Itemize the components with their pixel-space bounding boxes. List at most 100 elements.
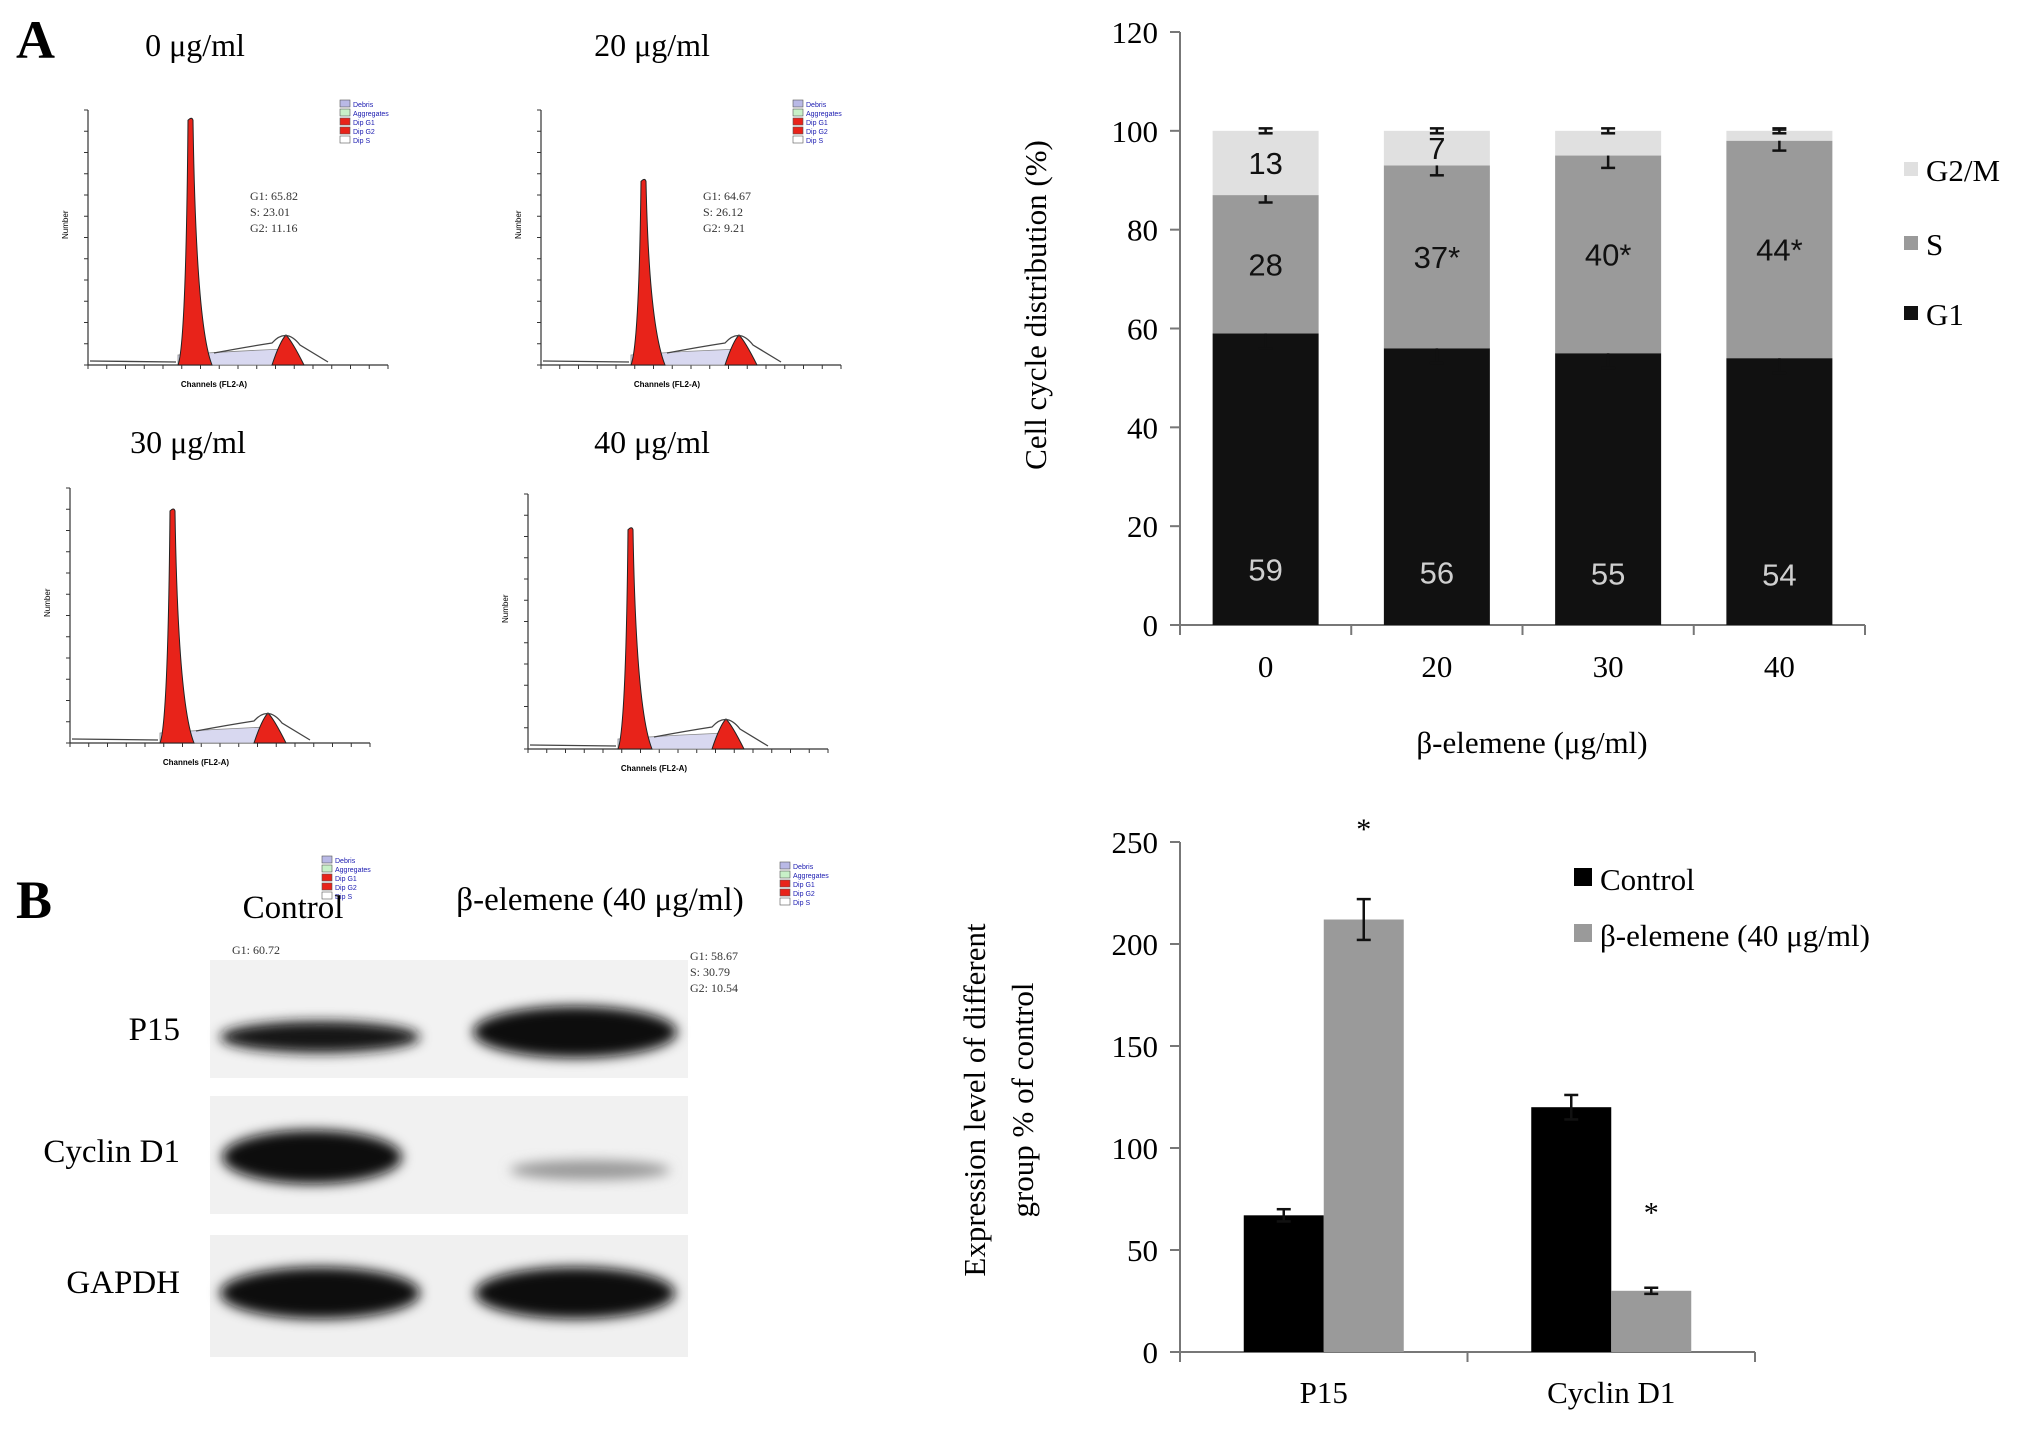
histogram-stat-1-1: S: 26.12 [703, 205, 743, 219]
legend-label-control: Control [1600, 862, 1695, 897]
histogram-legend-label: Dip G1 [353, 120, 375, 127]
histogram-panel-0: 0 μg/ml Channels (FL2-A) Number Debris Aggre… [61, 27, 389, 389]
chart1-data-label: 56 [1420, 555, 1454, 590]
histogram-legend-label: Aggregates [353, 111, 389, 118]
histogram-legend-label: Debris [353, 102, 374, 109]
chart2-bar-control-P15 [1243, 1215, 1324, 1352]
histogram-legend-label: Dip G2 [353, 129, 375, 136]
chart2-y-tick-label: 100 [1112, 1131, 1159, 1166]
chart2-bar-control-Cyclin D1 [1531, 1107, 1612, 1352]
cell-cycle-chart: Cell cycle distribution (%) β-elemene (μ… [1018, 15, 2000, 760]
histogram-legend-swatch [792, 135, 804, 144]
legend-label-elemene: β-elemene (40 μg/ml) [1600, 918, 1870, 953]
histogram-legend-label: Aggregates [793, 873, 829, 880]
histogram-legend-label: Dip S [806, 138, 823, 145]
histogram-legend-swatch [321, 891, 333, 900]
histogram-legend-swatch [339, 108, 351, 117]
chart1-y-tick-label: 20 [1127, 509, 1158, 544]
histogram-fit-line-2 [71, 712, 311, 741]
chart1-data-label: 54 [1762, 557, 1796, 592]
histogram-legend-swatch [779, 888, 791, 897]
histogram-legend-label: Dip S [353, 138, 370, 145]
histogram-stat-0-0: G1: 65.82 [250, 189, 298, 203]
histogram-title-0: 0 μg/ml [145, 27, 245, 63]
histogram-xlabel-3: Channels (FL2-A) [621, 764, 688, 773]
chart1-bar-G1-30 [1555, 353, 1662, 625]
histogram-fit-line-3 [529, 718, 769, 747]
histogram-stat-0-1: S: 23.01 [250, 205, 290, 219]
histogram-legend-label: Debris [793, 864, 814, 871]
histogram-legend-swatch [792, 99, 804, 108]
chart2-y-tick-label: 50 [1127, 1233, 1158, 1268]
histogram-legend-swatch [321, 882, 333, 891]
chart1-y-tick-label: 0 [1143, 608, 1159, 643]
chart1-xlabel: β-elemene (μg/ml) [1416, 725, 1647, 760]
chart1-bar-G2/M-30 [1555, 130, 1662, 156]
histogram-legend-swatch [779, 879, 791, 888]
histogram-legend-label: Debris [335, 858, 356, 865]
histogram-legend-label: Debris [806, 102, 827, 109]
chart1-x-tick-label: 40 [1764, 649, 1795, 684]
histogram-legend-label: Dip G1 [806, 120, 828, 127]
chart1-data-label: 40* [1585, 237, 1632, 272]
legend-swatch-g1 [1904, 306, 1918, 320]
histogram-legend-swatch [339, 99, 351, 108]
chart1-marks: 0 20 40 60 80 100 120 0 59 28 13 20 56 37* 7 30 55 40* 40 5… [1112, 15, 1866, 684]
chart2-ylabel-line1: Expression level of different [957, 923, 992, 1277]
histogram-title-1: 20 μg/ml [594, 27, 710, 63]
legend-swatch-s [1904, 236, 1918, 250]
histogram-legend-swatch [792, 117, 804, 126]
histogram-stat-2-0: G1: 60.72 [232, 943, 280, 957]
histogram-ylabel-3: Number [501, 594, 510, 623]
histogram-legend-label: Aggregates [335, 867, 371, 874]
histogram-g1-peak-0 [177, 117, 213, 366]
legend-label-g1: G1 [1926, 297, 1964, 332]
histogram-stat-3-1: S: 30.79 [690, 965, 730, 979]
histogram-legend-label: Dip G1 [335, 876, 357, 883]
band-cyclin-control [222, 1130, 402, 1184]
legend-swatch-control [1574, 868, 1592, 886]
histogram-xlabel-1: Channels (FL2-A) [634, 380, 701, 389]
band-gapdh-control [220, 1267, 420, 1319]
histogram-g1-peak-3 [617, 527, 653, 750]
chart1-data-label: 28 [1248, 247, 1282, 282]
chart1-bar-G2/M-20 [1383, 130, 1490, 166]
histogram-legend-swatch [339, 126, 351, 135]
lane-label-elemene: β-elemene (40 μg/ml) [456, 882, 743, 918]
histogram-legend-swatch [779, 897, 791, 906]
histogram-panel-3: 40 μg/ml Channels (FL2-A) Number Debris Aggr… [501, 424, 829, 995]
histogram-stat-1-2: G2: 9.21 [703, 221, 745, 235]
histogram-legend-label: Dip S [335, 894, 352, 901]
band-cyclin-elemene [510, 1160, 670, 1180]
chart1-y-tick-label: 80 [1127, 213, 1158, 248]
histogram-legend-label: Dip G2 [806, 129, 828, 136]
chart1-bar-G2/M-40 [1726, 130, 1833, 141]
chart1-y-tick-label: 60 [1127, 312, 1158, 347]
histogram-panel-1: 20 μg/ml Channels (FL2-A) Number Debris Aggr… [514, 27, 842, 389]
chart1-bar-S-30 [1555, 155, 1662, 354]
histogram-legend-swatch [321, 864, 333, 873]
chart2-y-tick-label: 150 [1112, 1029, 1159, 1064]
histogram-fit-line-0 [89, 334, 329, 363]
band-p15-control [220, 1021, 420, 1053]
histogram-ylabel-0: Number [61, 210, 70, 239]
chart1-y-tick-label: 100 [1112, 114, 1159, 149]
histogram-stat-0-2: G2: 11.16 [250, 221, 298, 235]
histogram-legend-swatch [339, 117, 351, 126]
histogram-xlabel-0: Channels (FL2-A) [181, 380, 248, 389]
expression-chart: Expression level of different group % of… [957, 813, 1870, 1410]
lane-label-control: Control [243, 890, 344, 926]
histogram-legend-swatch [321, 873, 333, 882]
histogram-stat-3-0: G1: 58.67 [690, 949, 738, 963]
chart1-data-label: 37* [1414, 240, 1461, 275]
chart2-y-tick-label: 250 [1112, 825, 1159, 860]
histogram-legend-label: Aggregates [806, 111, 842, 118]
band-gapdh-elemene [475, 1267, 675, 1319]
chart1-bar-G1-20 [1383, 348, 1490, 625]
histogram-legend-swatch [339, 135, 351, 144]
histogram-legend-swatch [779, 870, 791, 879]
legend-swatch-g2m [1904, 162, 1918, 176]
histogram-title-3: 40 μg/ml [594, 424, 710, 460]
row-label-cyclin-d1: Cyclin D1 [43, 1134, 180, 1170]
